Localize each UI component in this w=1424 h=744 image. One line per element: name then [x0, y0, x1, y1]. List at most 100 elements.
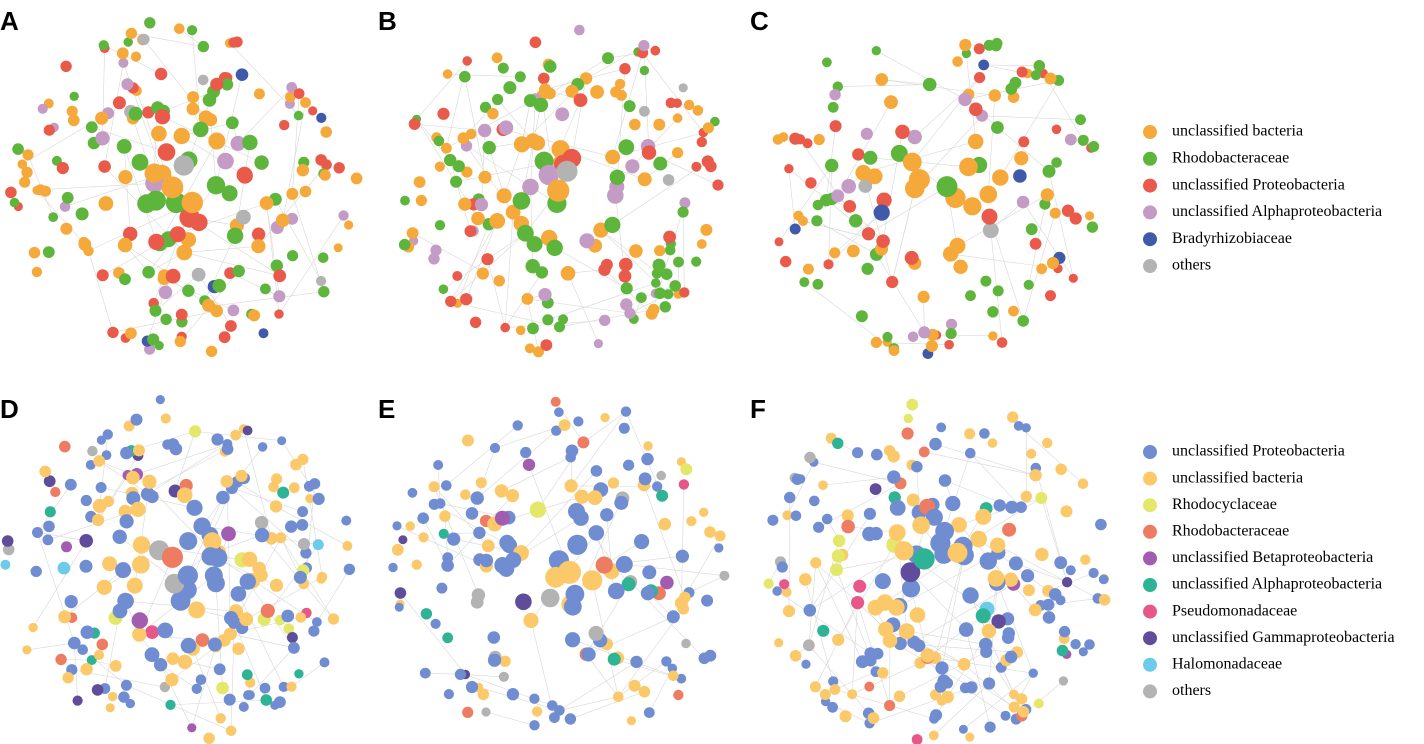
node [819, 689, 831, 700]
node [790, 510, 802, 522]
node [218, 331, 231, 344]
edge [231, 487, 307, 554]
node [619, 62, 631, 75]
node [581, 647, 596, 662]
edge [91, 126, 167, 153]
edge [302, 459, 323, 578]
node [208, 132, 226, 150]
node [278, 681, 289, 693]
node [864, 681, 875, 692]
node [623, 459, 635, 471]
node [615, 555, 633, 573]
node [861, 227, 876, 241]
node [568, 503, 585, 520]
node [1070, 639, 1081, 650]
node [841, 179, 856, 194]
node [479, 101, 492, 113]
node [254, 527, 270, 543]
node [115, 562, 132, 579]
node [118, 170, 133, 185]
node [327, 613, 340, 625]
node [849, 214, 863, 228]
node [714, 543, 724, 553]
node [169, 226, 186, 243]
node [300, 547, 312, 559]
edge [447, 73, 521, 78]
legend-label: others [1172, 257, 1211, 274]
node [469, 316, 482, 328]
node [462, 56, 473, 66]
node [804, 451, 816, 464]
node [579, 233, 595, 249]
node [203, 532, 222, 551]
node [676, 673, 687, 684]
node [223, 693, 236, 706]
node [270, 259, 283, 272]
node [72, 695, 83, 706]
node [869, 483, 882, 495]
node [895, 124, 910, 139]
node [903, 413, 913, 424]
node [1084, 639, 1095, 650]
node [28, 622, 38, 633]
node [286, 632, 298, 643]
edge [981, 115, 1081, 121]
node [155, 395, 165, 405]
node [550, 396, 561, 407]
edge [160, 664, 197, 690]
node [782, 510, 793, 521]
panel-label: E [378, 394, 395, 424]
edge [681, 484, 685, 604]
edge [559, 696, 619, 711]
node [338, 210, 349, 221]
node [827, 701, 838, 713]
node [982, 222, 999, 239]
node [146, 190, 166, 211]
node [696, 239, 707, 249]
legend-label: unclassified Proteobacteria [1172, 443, 1345, 460]
node [205, 345, 218, 358]
node [656, 489, 669, 502]
legend-swatch [1143, 631, 1157, 646]
edge [813, 461, 901, 484]
node [238, 701, 249, 712]
node [953, 259, 968, 274]
node [239, 573, 256, 590]
node [970, 530, 987, 548]
node [405, 521, 416, 531]
node [188, 601, 206, 619]
node [333, 243, 343, 253]
node [471, 588, 486, 602]
node [5, 186, 17, 199]
node [316, 112, 327, 123]
edge [1015, 563, 1068, 583]
edge [275, 199, 322, 282]
node [1021, 569, 1035, 583]
node [221, 78, 234, 91]
node [975, 608, 991, 624]
node [59, 201, 71, 212]
edge [600, 229, 685, 293]
node [1048, 588, 1062, 601]
node [618, 422, 630, 434]
node [874, 573, 891, 590]
node [637, 172, 652, 187]
node [277, 486, 290, 499]
node [945, 495, 961, 512]
node [283, 623, 295, 635]
node [929, 437, 942, 451]
node [471, 211, 485, 226]
legend-label: unclassified Alphaproteobacteria [1172, 203, 1382, 220]
node [126, 470, 140, 485]
edge [464, 76, 486, 178]
legend-swatch [1143, 524, 1157, 539]
node [91, 684, 104, 696]
node [817, 624, 830, 637]
edge [910, 572, 967, 630]
node [1078, 647, 1088, 657]
node [975, 508, 992, 525]
node [195, 674, 207, 685]
node [39, 465, 52, 478]
node [259, 682, 271, 694]
node [651, 278, 661, 288]
